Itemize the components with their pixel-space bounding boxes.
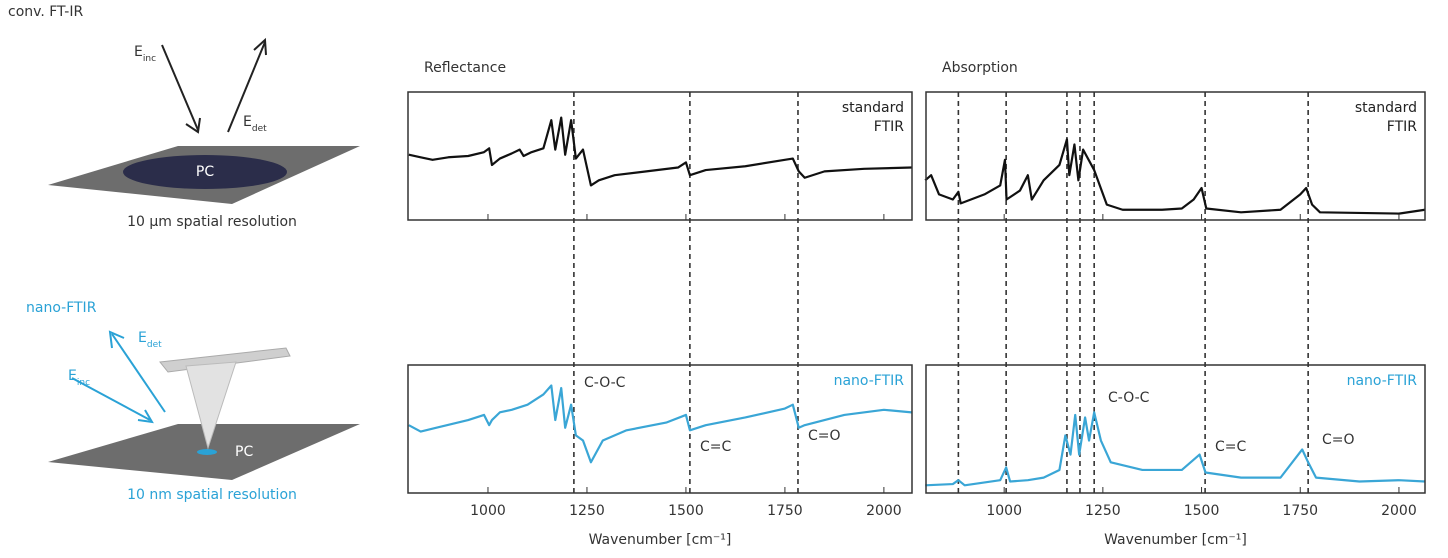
e-inc: Einc	[134, 44, 156, 64]
plot-frame	[407, 91, 913, 221]
x-tick-label: 1500	[668, 503, 704, 519]
incident-beam	[161, 44, 199, 131]
sample-spot	[123, 155, 287, 189]
x-tick-label: 2000	[1381, 503, 1417, 519]
band-annotation: C=O	[808, 428, 841, 444]
panel-title: nano-FTIR	[26, 300, 97, 316]
caption: 10 µm spatial resolution	[127, 214, 297, 230]
symbol: E	[243, 114, 252, 130]
x-tick-label: 1250	[1085, 503, 1121, 519]
arrow-head	[108, 330, 125, 349]
nano-diagram: nano-FTIR PC Edet Einc 10 nm spatial res…	[26, 300, 360, 503]
x-tick-label: 1500	[1184, 503, 1220, 519]
sample-label: PC	[196, 164, 214, 180]
panel-label: nano-FTIR	[834, 373, 905, 389]
conv-diagram: conv. FT-IR PC Einc Edet 10 µm spatial r…	[8, 4, 360, 230]
plot-frame	[407, 364, 913, 494]
x-axis-label: Wavenumber [cm⁻¹]	[589, 532, 732, 548]
panel-label: FTIR	[874, 119, 904, 135]
sample-label: PC	[235, 444, 253, 460]
spectrum-line	[924, 138, 1426, 215]
detected-beam	[111, 333, 166, 413]
panel-label: standard	[1355, 100, 1417, 116]
chart-title: Absorption	[942, 60, 1018, 76]
x-tick-label: 1000	[470, 503, 506, 519]
x-tick-label: 2000	[866, 503, 902, 519]
x-tick-label: 1250	[569, 503, 605, 519]
spectrum-line	[408, 116, 912, 187]
incident-beam	[71, 377, 151, 421]
spectrum-line	[925, 411, 1426, 487]
symbol: E	[68, 368, 77, 384]
panel-label: FTIR	[1387, 119, 1417, 135]
plot-frame	[925, 364, 1426, 494]
spectrum-line	[408, 384, 912, 464]
subscript: inc	[143, 54, 156, 64]
symbol: E	[134, 44, 143, 60]
detected-beam	[227, 41, 266, 133]
band-annotation: C=C	[700, 439, 732, 455]
band-annotation: C-O-C	[1108, 390, 1150, 406]
band-annotation: C=C	[1215, 439, 1247, 455]
subscript: inc	[77, 378, 90, 388]
sample-spot	[197, 449, 217, 455]
subscript: det	[147, 340, 162, 350]
symbol: E	[138, 330, 147, 346]
subscript: det	[252, 124, 267, 134]
plot-frame	[925, 91, 1426, 221]
e-inc: Einc	[68, 368, 90, 388]
arrow-head	[253, 37, 267, 56]
panel-label: nano-FTIR	[1347, 373, 1418, 389]
e-det: Edet	[243, 114, 267, 134]
x-tick-label: 1750	[1282, 503, 1318, 519]
arrow-head	[185, 117, 201, 134]
e-det: Edet	[138, 330, 162, 350]
x-tick-label: 1750	[767, 503, 803, 519]
chart-title: Reflectance	[424, 60, 506, 76]
tip	[185, 361, 237, 450]
arrow-head	[137, 409, 154, 424]
x-axis-label: Wavenumber [cm⁻¹]	[1104, 532, 1247, 548]
x-tick-label: 1000	[986, 503, 1022, 519]
panel-title: conv. FT-IR	[8, 4, 83, 20]
band-annotation: C=O	[1322, 432, 1355, 448]
band-annotation: C-O-C	[584, 375, 626, 391]
caption: 10 nm spatial resolution	[127, 487, 297, 503]
panel-label: standard	[842, 100, 904, 116]
